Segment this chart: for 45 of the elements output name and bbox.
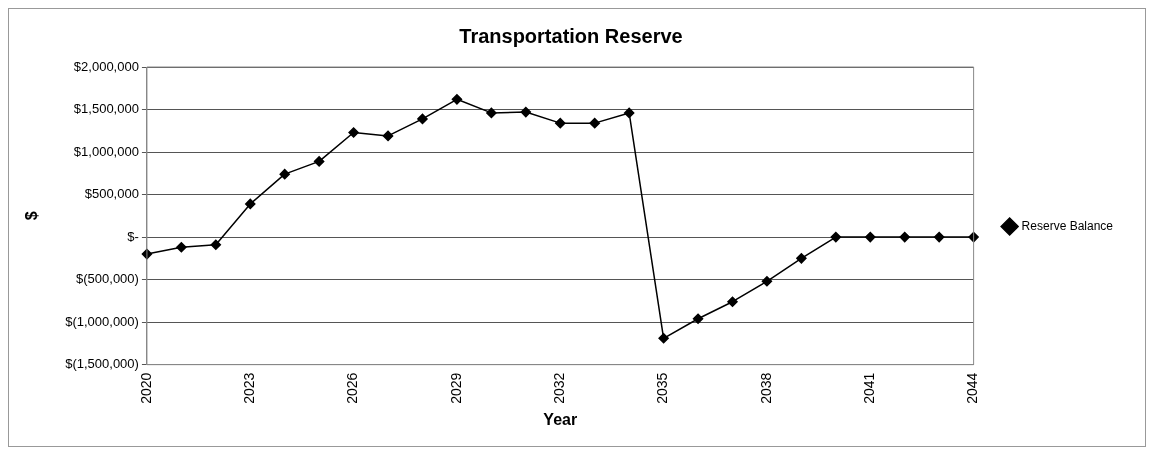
y-tick-label: $1,500,000 xyxy=(73,101,139,117)
point xyxy=(520,106,532,118)
x-tick-label: 2041 xyxy=(861,372,878,404)
y-tick-label: $(1,500,000) xyxy=(65,356,139,372)
point xyxy=(486,107,497,119)
legend-label: Reserve Balance xyxy=(1021,218,1114,233)
point xyxy=(968,231,979,243)
x-tick-label: 2026 xyxy=(344,372,361,404)
x-tick-label: 2023 xyxy=(241,372,258,404)
point xyxy=(589,117,600,129)
point xyxy=(658,333,669,344)
point xyxy=(899,231,910,243)
x-tick-label: 2044 xyxy=(964,372,981,404)
point xyxy=(830,231,842,243)
y-tick-label: $(500,000) xyxy=(76,271,139,287)
y-tick-label: $500,000 xyxy=(84,186,139,202)
y-tick-label: $- xyxy=(127,228,139,244)
point xyxy=(451,94,463,105)
point xyxy=(865,231,876,243)
point xyxy=(176,242,187,253)
y-tick-label: $(1,000,000) xyxy=(65,313,139,329)
point xyxy=(210,239,222,250)
x-tick-label: 2038 xyxy=(757,372,774,404)
point xyxy=(348,127,359,138)
point xyxy=(692,313,704,324)
point xyxy=(555,117,566,129)
point xyxy=(382,130,394,142)
point xyxy=(245,198,256,210)
point xyxy=(279,168,290,180)
point xyxy=(623,107,635,119)
point xyxy=(933,231,945,243)
y-tick-label: $2,000,000 xyxy=(73,58,139,74)
point xyxy=(796,253,807,264)
point xyxy=(761,276,773,287)
x-tick-label: 2029 xyxy=(447,372,464,404)
x-tick-label: 2032 xyxy=(551,372,568,404)
point xyxy=(727,296,738,307)
y-tick-label: $1,000,000 xyxy=(73,143,139,159)
x-axis-title: Year xyxy=(543,410,578,428)
point xyxy=(417,113,428,125)
chart-title: Transportation Reserve xyxy=(459,24,683,47)
x-tick-label: 2020 xyxy=(137,372,154,404)
point xyxy=(313,156,325,167)
y-axis-title: $ xyxy=(23,211,41,221)
x-tick-label: 2035 xyxy=(654,372,671,404)
